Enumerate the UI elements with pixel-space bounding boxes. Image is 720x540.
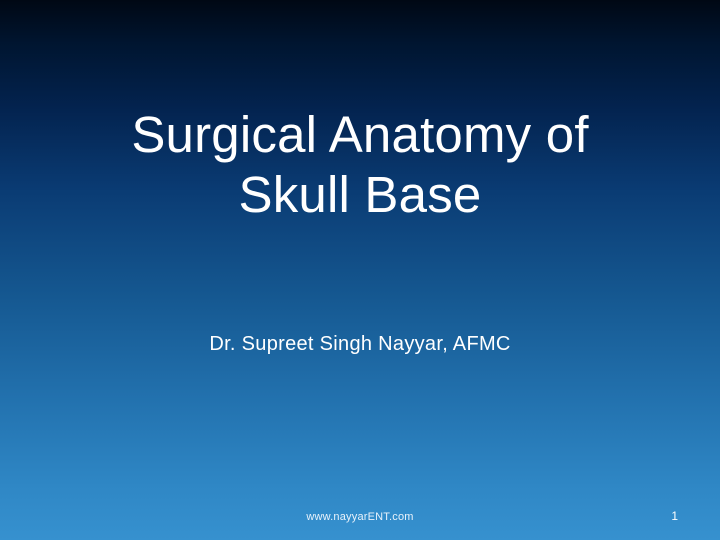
page-number: 1: [671, 509, 678, 523]
title-line-1: Surgical Anatomy of: [131, 106, 588, 163]
title-line-2: Skull Base: [239, 166, 482, 223]
slide: Surgical Anatomy of Skull Base Dr. Supre…: [0, 0, 720, 540]
author-line: Dr. Supreet Singh Nayyar, AFMC: [0, 333, 720, 356]
footer-url: www.nayyarENT.com: [0, 511, 720, 523]
slide-title: Surgical Anatomy of Skull Base: [0, 105, 720, 225]
